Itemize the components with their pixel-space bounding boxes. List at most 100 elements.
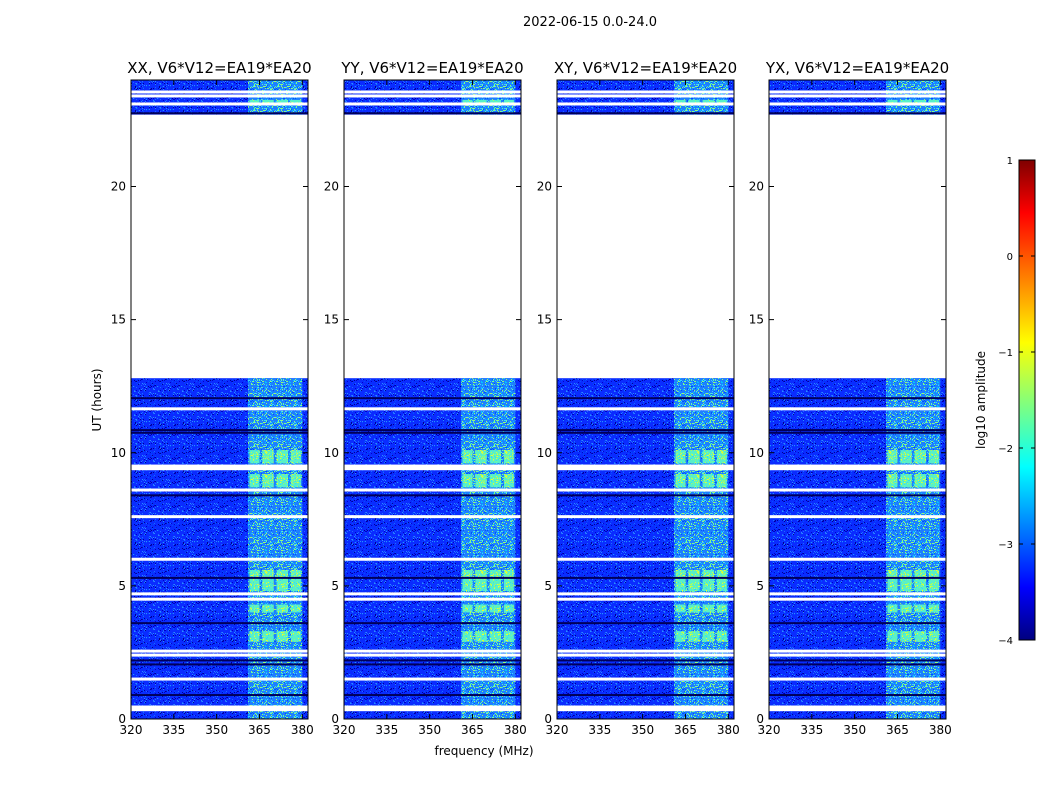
gap-line <box>557 94 734 98</box>
flag-line <box>769 431 946 434</box>
rfi-patch <box>462 631 473 642</box>
x-tick-label: 365 <box>674 723 697 737</box>
rfi-patch <box>716 604 727 613</box>
rfi-patch <box>900 99 912 104</box>
rfi-patch <box>914 569 927 592</box>
gap-line <box>769 705 946 709</box>
y-tick-label: 10 <box>537 446 552 460</box>
rfi-patch <box>900 474 912 488</box>
gap-line <box>557 653 734 657</box>
x-tick-label: 350 <box>418 723 441 737</box>
rfi-patch <box>688 569 700 592</box>
rfi-patch <box>249 604 260 613</box>
gap-line <box>131 407 308 411</box>
rfi-patch <box>462 474 473 488</box>
gap-line <box>131 94 308 98</box>
gap-line <box>344 653 521 657</box>
x-tick-label: 335 <box>375 723 398 737</box>
colorbar: 1 0 −1 −2 −3 −4 log10 amplitude <box>974 156 1036 647</box>
gap-line <box>131 488 308 492</box>
rfi-patch <box>702 450 715 464</box>
flag-line <box>131 576 308 579</box>
rfi-patch <box>489 604 502 613</box>
rfi-patch <box>887 450 898 464</box>
gap-line <box>557 705 734 709</box>
panel-title: XY, V6*V12=EA19*EA20 <box>554 59 737 77</box>
rfi-band <box>674 378 729 719</box>
gap-line <box>131 592 308 596</box>
gap-line <box>769 488 946 492</box>
rfi-patch <box>716 99 727 104</box>
x-tick-label: 320 <box>758 723 781 737</box>
rfi-patch <box>914 604 927 613</box>
colorbar-ticks: 1 0 −1 −2 −3 −4 <box>998 156 1035 647</box>
x-tick-label: 350 <box>843 723 866 737</box>
x-tick-label: 365 <box>886 723 909 737</box>
flag-line <box>344 622 521 625</box>
flag-line <box>557 397 734 400</box>
rfi-patch <box>290 604 301 613</box>
gap-line <box>344 102 521 106</box>
x-axis-label: frequency (MHz) <box>434 744 533 758</box>
flag-line <box>344 397 521 400</box>
gap-line <box>344 464 521 468</box>
gap-line <box>557 515 734 519</box>
gap-line <box>131 557 308 561</box>
x-tick-label: 350 <box>205 723 228 737</box>
rfi-patch <box>475 604 487 613</box>
rfi-patch <box>702 99 715 104</box>
flag-line <box>131 112 308 115</box>
rfi-patch <box>928 99 939 104</box>
rfi-patch <box>290 474 301 488</box>
x-tick-label: 380 <box>717 723 740 737</box>
gap-line <box>131 515 308 519</box>
colorbar-tick-label: −1 <box>998 348 1013 359</box>
gap-line <box>557 102 734 106</box>
flag-line <box>769 494 946 497</box>
y-tick-label: 20 <box>324 180 339 194</box>
rfi-band <box>886 378 941 719</box>
gap-line <box>769 102 946 106</box>
rfi-patch <box>262 604 274 613</box>
rfi-patch <box>702 604 715 613</box>
flag-line <box>557 431 734 434</box>
gap-line <box>769 407 946 411</box>
gap-line <box>344 515 521 519</box>
panel-title: YX, V6*V12=EA19*EA20 <box>765 59 949 77</box>
x-tick-label: 350 <box>631 723 654 737</box>
rfi-patch <box>462 450 473 464</box>
rfi-patch <box>262 631 274 642</box>
colorbar-tick-label: −4 <box>998 636 1013 647</box>
rfi-patch <box>928 569 939 592</box>
rfi-patch <box>249 631 260 642</box>
flag-line <box>344 659 521 662</box>
gap-line <box>769 592 946 596</box>
flag-line <box>344 694 521 697</box>
gap-line <box>344 488 521 492</box>
rfi-patch <box>503 474 514 488</box>
rfi-patch <box>249 99 260 104</box>
gap-line <box>131 649 308 653</box>
rfi-patch <box>462 569 473 592</box>
y-tick-label: 0 <box>331 712 339 726</box>
gap-line <box>131 102 308 106</box>
x-tick-label: 380 <box>504 723 527 737</box>
gap-line <box>344 467 521 471</box>
gap-line <box>131 708 308 712</box>
colorbar-tick-label: 0 <box>1007 252 1013 263</box>
gap-line <box>344 592 521 596</box>
rfi-patch <box>290 569 301 592</box>
x-tick-label: 320 <box>333 723 356 737</box>
flag-line <box>344 429 521 432</box>
rfi-patch <box>489 474 502 488</box>
rfi-patch <box>503 569 514 592</box>
flag-line <box>769 663 946 666</box>
flag-line <box>557 429 734 432</box>
rfi-patch <box>276 631 289 642</box>
rfi-patch <box>290 99 301 104</box>
panel-title: XX, V6*V12=EA19*EA20 <box>127 59 311 77</box>
gap-line <box>557 708 734 712</box>
panel-frame <box>343 79 522 720</box>
rfi-patch <box>688 631 700 642</box>
rfi-patch <box>928 474 939 488</box>
